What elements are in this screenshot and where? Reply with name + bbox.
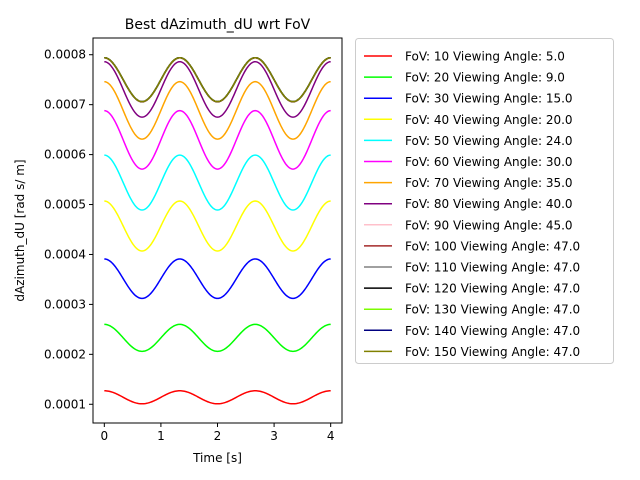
x-tick-label: 2: [214, 429, 222, 443]
legend-entry: FoV: 70 Viewing Angle: 35.0: [364, 176, 573, 190]
y-tick-label: 0.0007: [44, 98, 86, 112]
y-tick-label: 0.0001: [44, 397, 86, 411]
legend-frame: [355, 38, 614, 364]
legend-entry: FoV: 120 Viewing Angle: 47.0: [364, 282, 580, 296]
legend-entry: FoV: 20 Viewing Angle: 9.0: [364, 71, 565, 85]
legend-entry: FoV: 30 Viewing Angle: 15.0: [364, 92, 573, 106]
x-axis-label: Time [s]: [192, 451, 242, 465]
y-tick-label: 0.0003: [44, 297, 86, 311]
legend-entry: FoV: 110 Viewing Angle: 47.0: [364, 261, 580, 275]
series-line-8: [104, 60, 331, 118]
y-axis-label: dAzimuth_dU [rad s/ m]: [13, 159, 27, 301]
legend-label: FoV: 60 Viewing Angle: 30.0: [405, 155, 573, 169]
legend-label: FoV: 40 Viewing Angle: 20.0: [405, 113, 573, 127]
series-line-5: [104, 154, 331, 211]
chart-title: Best dAzimuth_dU wrt FoV: [125, 17, 311, 33]
series-line-2: [104, 323, 331, 353]
y-tick-label: 0.0008: [44, 48, 86, 62]
x-tick-label: 4: [327, 429, 335, 443]
legend-label: FoV: 140 Viewing Angle: 47.0: [405, 324, 580, 338]
legend-entry: FoV: 10 Viewing Angle: 5.0: [364, 50, 565, 64]
series-line-1: [104, 390, 331, 405]
legend-label: FoV: 80 Viewing Angle: 40.0: [405, 197, 573, 211]
series-line-15: [104, 56, 331, 103]
series-line-6: [104, 109, 331, 170]
legend-label: FoV: 100 Viewing Angle: 47.0: [405, 239, 580, 253]
legend-label: FoV: 120 Viewing Angle: 47.0: [405, 282, 580, 296]
legend: FoV: 10 Viewing Angle: 5.0 FoV: 20 Viewin…: [355, 38, 614, 364]
legend-label: FoV: 90 Viewing Angle: 45.0: [405, 218, 573, 232]
legend-entry: FoV: 50 Viewing Angle: 24.0: [364, 134, 573, 148]
legend-label: FoV: 20 Viewing Angle: 9.0: [405, 71, 565, 85]
legend-entry: FoV: 90 Viewing Angle: 45.0: [364, 218, 573, 232]
legend-label: FoV: 110 Viewing Angle: 47.0: [405, 261, 580, 275]
legend-entry: FoV: 140 Viewing Angle: 47.0: [364, 324, 580, 338]
y-tick-label: 0.0006: [44, 148, 86, 162]
legend-entry: FoV: 150 Viewing Angle: 47.0: [364, 345, 580, 359]
legend-label: FoV: 30 Viewing Angle: 15.0: [405, 92, 573, 106]
legend-label: FoV: 150 Viewing Angle: 47.0: [405, 345, 580, 359]
x-tick-label: 0: [100, 429, 108, 443]
x-tick-label: 3: [270, 429, 278, 443]
legend-entry: FoV: 40 Viewing Angle: 20.0: [364, 113, 573, 127]
legend-entry: FoV: 130 Viewing Angle: 47.0: [364, 303, 580, 317]
y-tick-label: 0.0004: [44, 247, 86, 261]
series-layer: [104, 56, 331, 405]
x-axis: 0 1 2 3 4: [100, 423, 335, 443]
y-tick-label: 0.0002: [44, 347, 86, 361]
legend-entry: FoV: 100 Viewing Angle: 47.0: [364, 239, 580, 253]
x-tick-label: 1: [157, 429, 165, 443]
y-axis: 0.0001 0.0002 0.0003 0.0004 0.0005 0.0006 0.00…: [44, 48, 93, 411]
series-line-4: [104, 200, 331, 252]
series-line-3: [104, 258, 331, 300]
legend-label: FoV: 50 Viewing Angle: 24.0: [405, 134, 573, 148]
legend-label: FoV: 70 Viewing Angle: 35.0: [405, 176, 573, 190]
legend-label: FoV: 130 Viewing Angle: 47.0: [405, 303, 580, 317]
legend-label: FoV: 10 Viewing Angle: 5.0: [405, 50, 565, 64]
legend-entry: FoV: 80 Viewing Angle: 40.0: [364, 197, 573, 211]
series-line-7: [104, 80, 331, 140]
legend-entry: FoV: 60 Viewing Angle: 30.0: [364, 155, 573, 169]
y-tick-label: 0.0005: [44, 198, 86, 212]
